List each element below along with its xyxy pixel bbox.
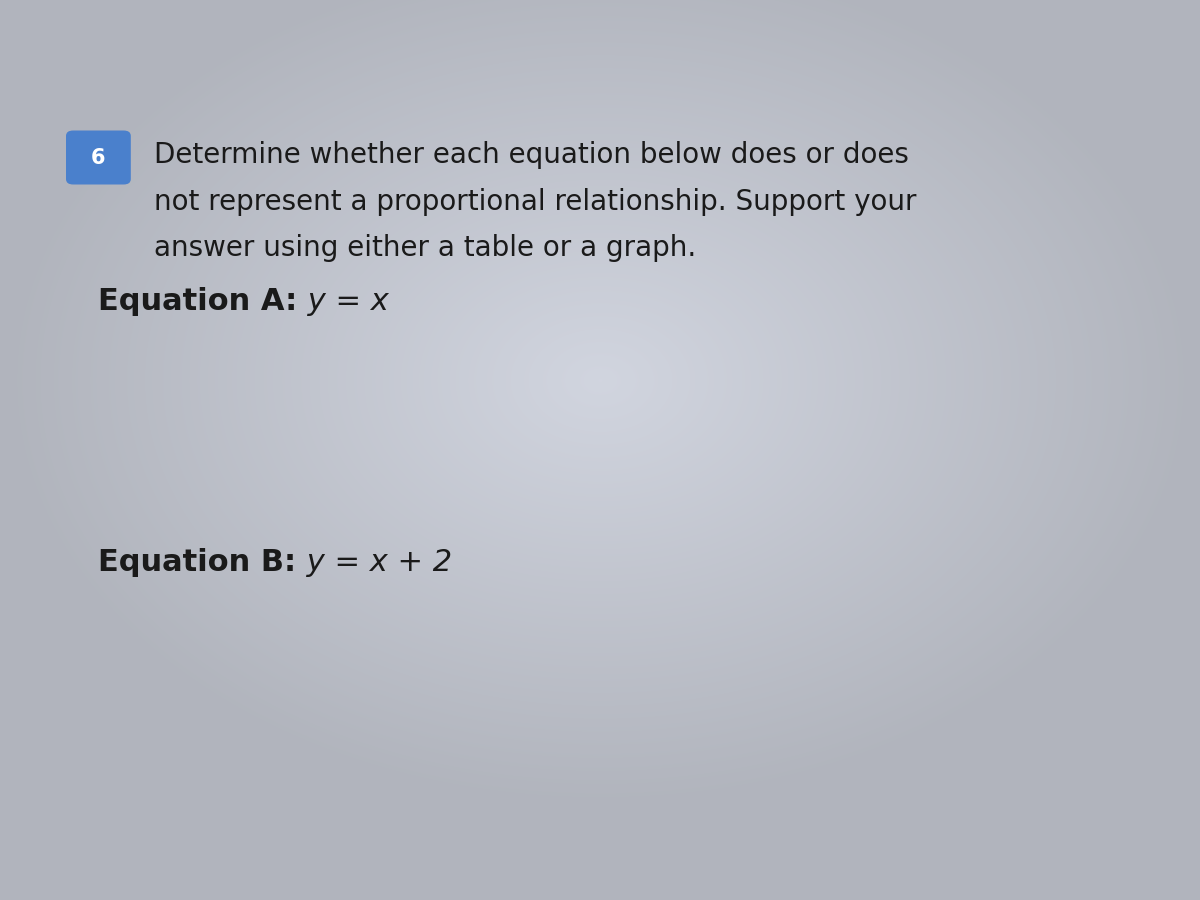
FancyBboxPatch shape xyxy=(66,130,131,184)
Text: Determine whether each equation below does or does: Determine whether each equation below do… xyxy=(154,140,908,169)
Text: Equation B:: Equation B: xyxy=(98,548,296,577)
Text: not represent a proportional relationship. Support your: not represent a proportional relationshi… xyxy=(154,187,916,216)
Text: answer using either a table or a graph.: answer using either a table or a graph. xyxy=(154,234,696,263)
Text: 6: 6 xyxy=(91,148,106,167)
Text: y = x + 2: y = x + 2 xyxy=(296,548,451,577)
Text: Equation A:: Equation A: xyxy=(98,287,298,316)
Text: y = x: y = x xyxy=(298,287,389,316)
